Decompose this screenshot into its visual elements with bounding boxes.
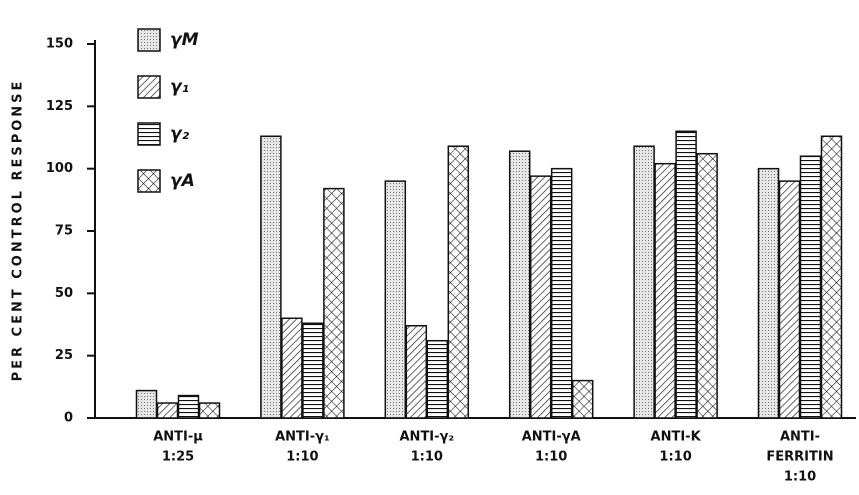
bar	[135, 389, 158, 419]
bar	[447, 145, 470, 419]
x-tick-label: FERRITIN	[766, 450, 833, 465]
x-tick-label: 1:10	[784, 470, 816, 485]
legend-label: γM	[170, 30, 199, 50]
bar	[281, 317, 303, 419]
y-tick-label: 150	[46, 37, 73, 52]
x-tick-label: 1:10	[286, 450, 318, 465]
y-tick-label: 25	[55, 348, 73, 363]
bar	[654, 162, 676, 419]
bar	[198, 402, 221, 419]
bar	[529, 175, 552, 419]
x-tick-label: ANTI-γ₂	[400, 430, 455, 445]
legend-swatch	[137, 28, 161, 52]
bar	[757, 167, 780, 419]
legend-swatch	[137, 75, 161, 99]
bar	[302, 322, 324, 419]
legend-swatch	[137, 122, 161, 146]
bar	[405, 324, 428, 419]
y-tick-label: 0	[64, 411, 73, 426]
bar	[177, 394, 200, 419]
y-tick-label: 50	[55, 286, 73, 301]
y-tick-label: 125	[46, 99, 73, 114]
legend-label: γA	[170, 171, 195, 191]
x-tick-label: 1:10	[411, 450, 443, 465]
x-tick-label: ANTI-μ	[153, 430, 203, 445]
x-tick-label: 1:10	[535, 450, 567, 465]
x-tick-label: ANTI-	[780, 430, 820, 445]
legend-swatch	[137, 169, 161, 193]
x-tick-label: ANTI-γ₁	[275, 430, 330, 445]
bar	[323, 187, 345, 419]
bar	[260, 135, 282, 419]
bar	[571, 379, 594, 419]
bar	[675, 130, 697, 419]
bar	[384, 180, 407, 419]
bar	[508, 150, 531, 419]
bar	[799, 155, 822, 419]
legend-label: γ₂	[170, 124, 190, 144]
y-tick-label: 100	[46, 161, 73, 176]
bar	[156, 402, 179, 419]
x-tick-label: ANTI-γA	[522, 430, 581, 445]
x-tick-label: ANTI-K	[651, 430, 702, 445]
bar	[550, 167, 573, 419]
y-axis-label: PER CENT CONTROL RESPONSE	[11, 79, 26, 382]
bar	[633, 145, 655, 419]
bar	[820, 135, 843, 419]
x-tick-label: 1:25	[162, 450, 194, 465]
bar	[696, 152, 718, 419]
bar	[778, 180, 801, 419]
y-tick-label: 75	[55, 224, 73, 239]
legend-label: γ₁	[170, 77, 189, 97]
x-tick-label: 1:10	[659, 450, 691, 465]
bar	[426, 339, 449, 419]
